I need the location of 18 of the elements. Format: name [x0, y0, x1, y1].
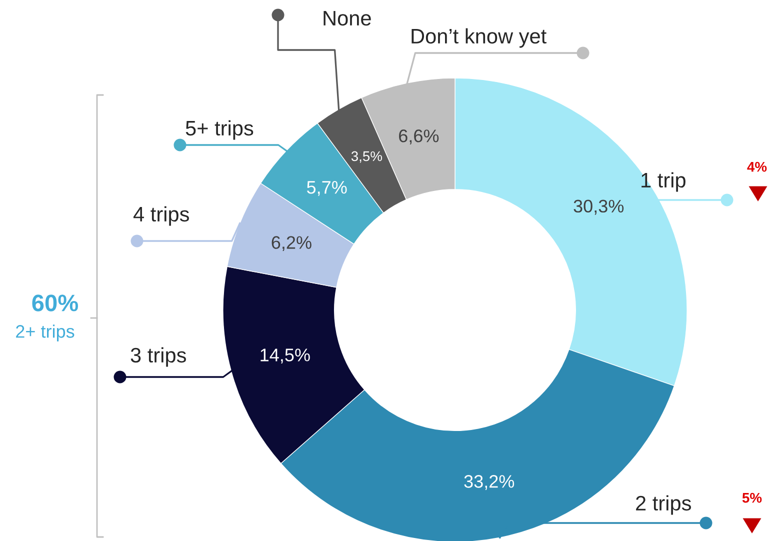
data-label: 6,2% [272, 236, 312, 252]
slice-label: 5+ trips [186, 120, 254, 140]
data-label: 3,5% [351, 151, 382, 163]
slice-label: 2 trips [636, 495, 691, 515]
data-label: 14,5% [260, 348, 310, 364]
slice-label: 1 trip [642, 172, 686, 192]
slice-label: 4 trips [133, 206, 189, 226]
text: 5% [742, 492, 762, 503]
text: 2+ trips [16, 324, 74, 342]
data-label: 5,7% [306, 181, 347, 196]
slice-label: 3 trips [130, 347, 186, 367]
legend-label: None [324, 11, 371, 26]
data-label: 6,6% [399, 130, 439, 144]
text: 60% [32, 294, 78, 312]
text: 4% [747, 162, 767, 172]
slice-label: Don’t know yet [412, 28, 546, 48]
data-label: 30,3% [574, 200, 624, 215]
data-label: 33,2% [464, 475, 514, 490]
